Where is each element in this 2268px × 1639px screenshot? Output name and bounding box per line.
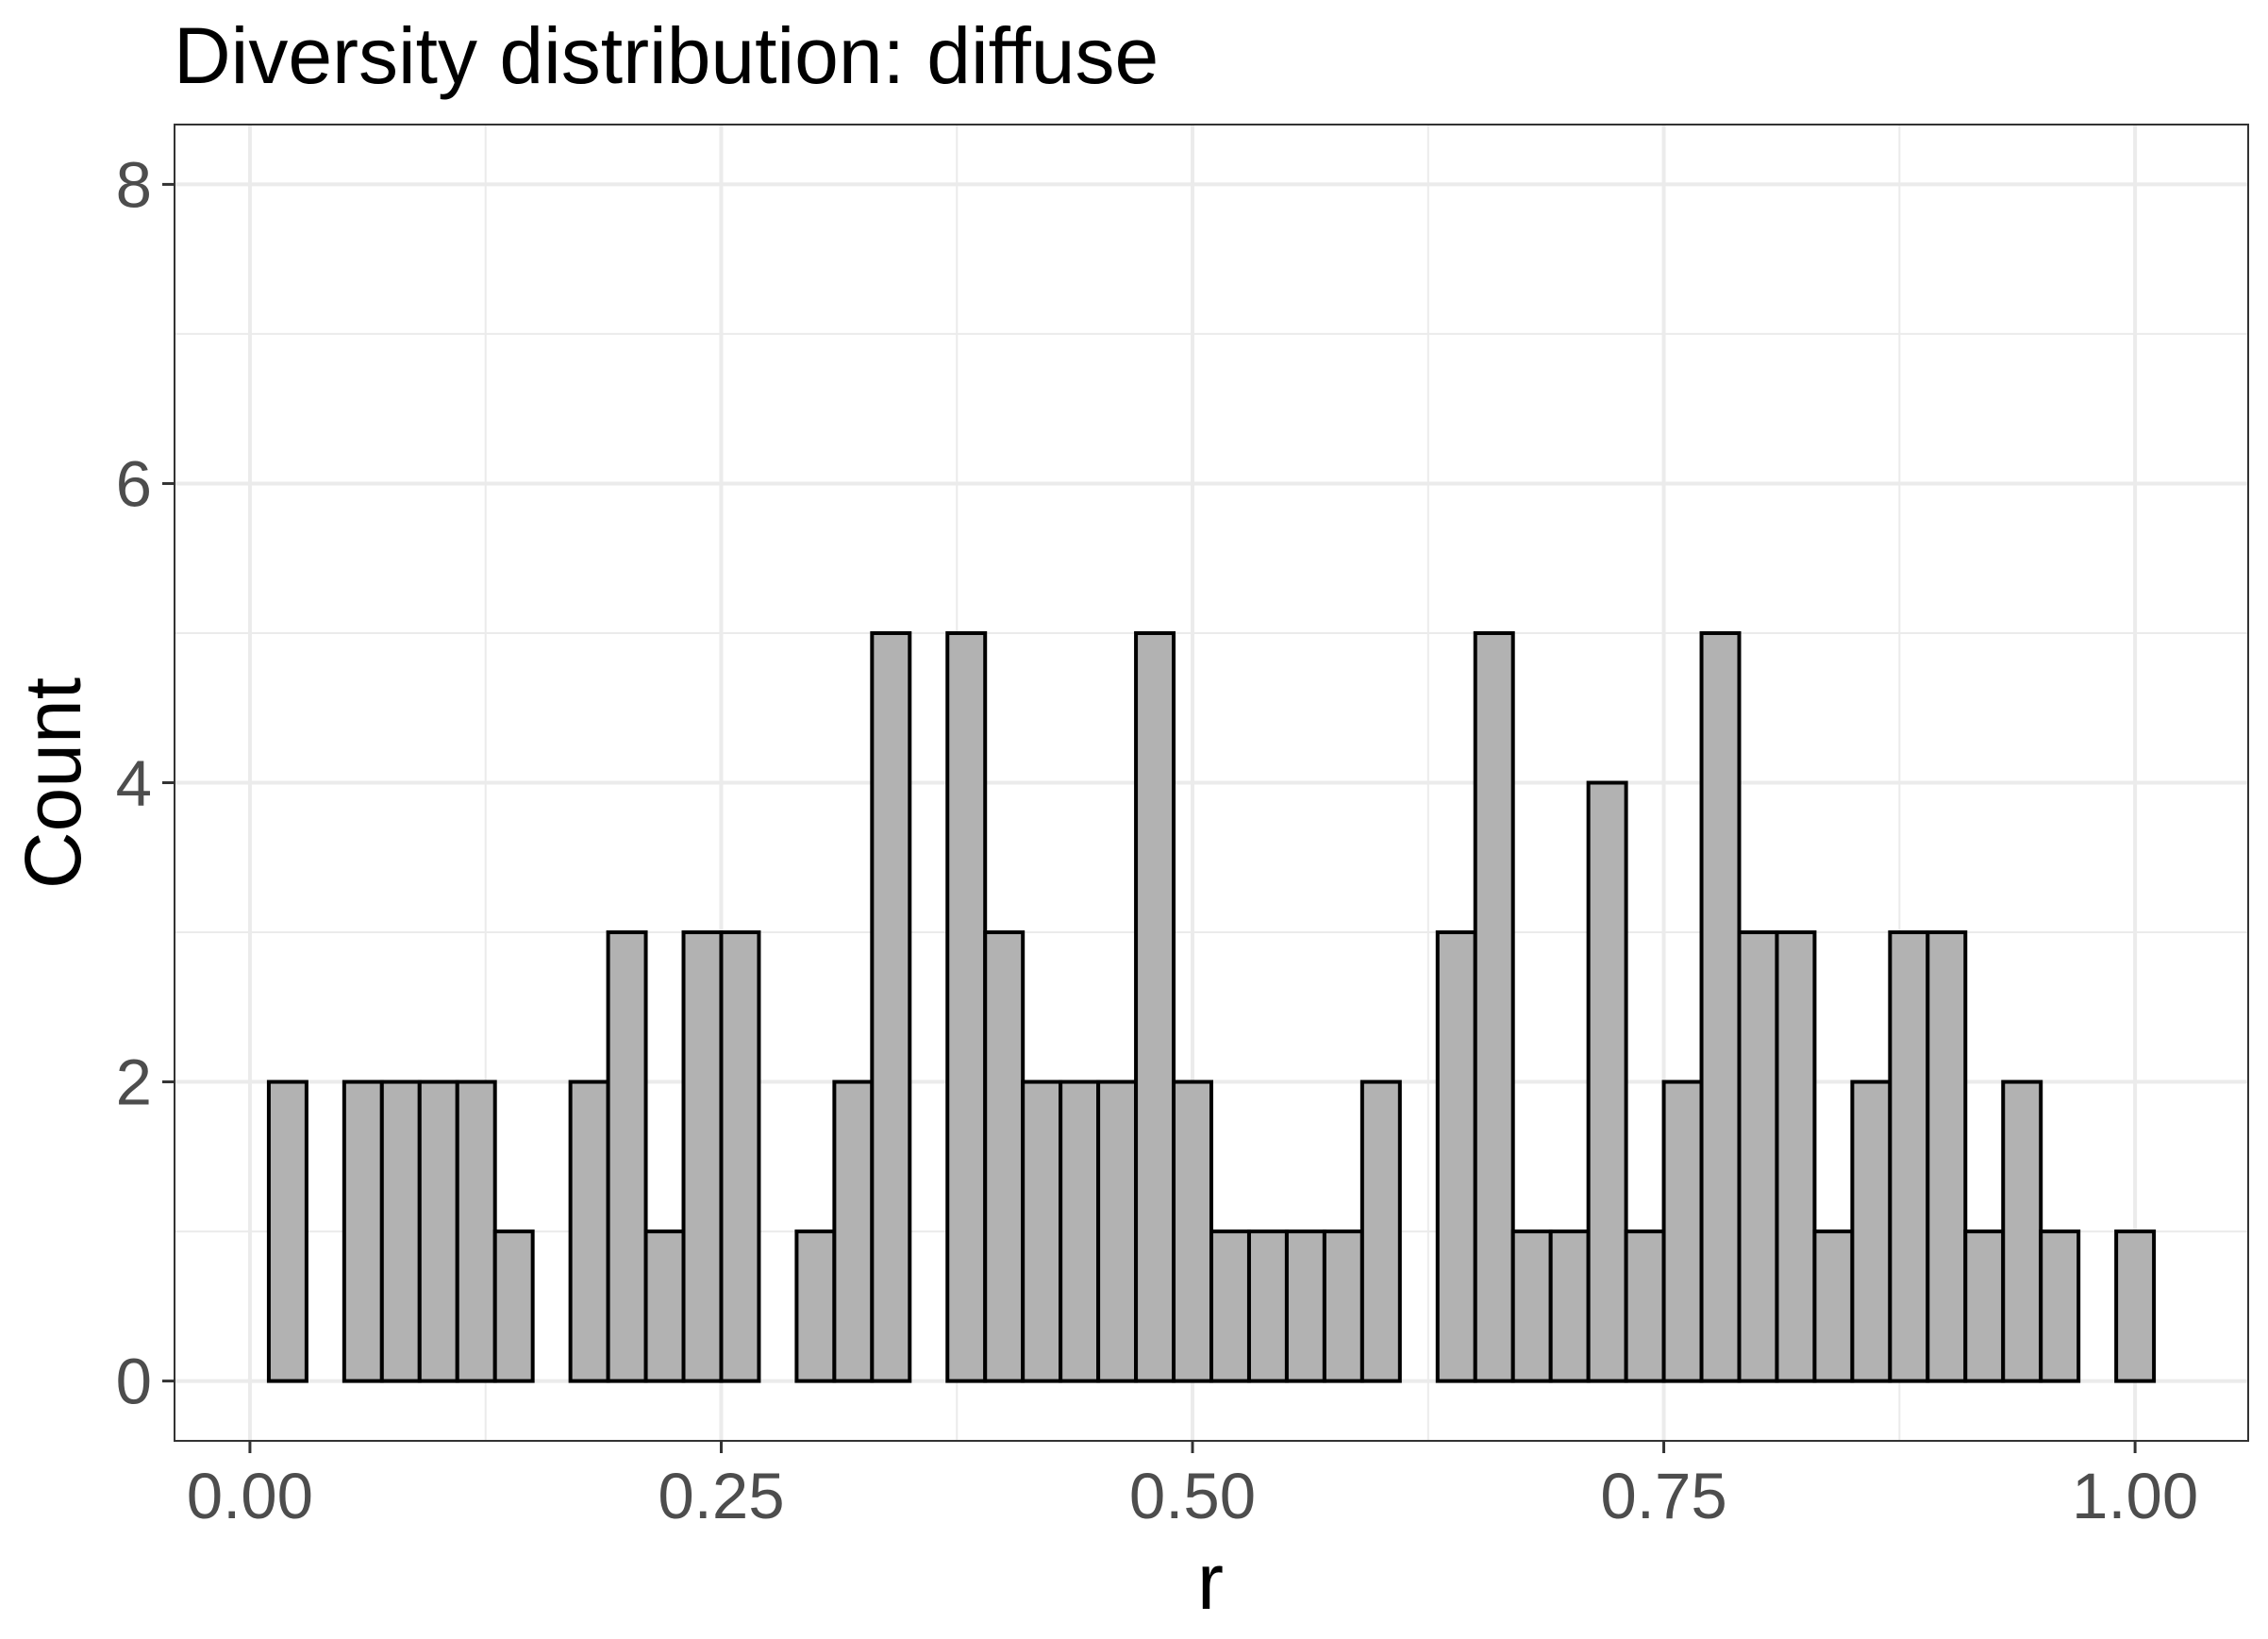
histogram-bar [643,1229,686,1383]
histogram-bar [606,930,648,1383]
histogram-bar [1435,930,1477,1383]
histogram-bar [342,1079,384,1383]
histogram-bar [1096,1079,1139,1383]
histogram-bar [492,1229,535,1383]
y-tick-label: 0 [116,1346,152,1418]
histogram-bar [832,1079,875,1383]
histogram-bar [1661,1079,1704,1383]
axes: 0.00 0.25 0.50 0.75 1.00 0 2 4 6 8 [116,148,2199,1532]
x-tick-label: 0.00 [187,1460,313,1532]
histogram-bar [1850,1079,1893,1383]
x-axis-title: r [1197,1537,1224,1626]
y-tick-label: 6 [116,447,152,520]
histogram-bar [681,930,724,1383]
histogram-bar [1926,930,1968,1383]
x-tick-label: 1.00 [2072,1460,2198,1532]
histogram-bar [1510,1229,1553,1383]
y-axis-title: Count [8,677,97,889]
histogram-bar [1737,930,1779,1383]
histogram-bar [379,1079,422,1383]
histogram-bar [568,1079,610,1383]
histogram-bar [1134,630,1176,1383]
x-tick-label: 0.25 [658,1460,784,1532]
histogram-bar [1775,930,1817,1383]
histogram-bar [719,930,761,1383]
histogram-bar [1473,630,1515,1383]
x-tick-label: 0.75 [1600,1460,1726,1532]
histogram-bar [945,630,988,1383]
histogram-bar [1888,930,1930,1383]
histogram-bar [1284,1229,1326,1383]
histogram-bar [266,1079,309,1383]
x-tick-label: 0.50 [1129,1460,1256,1532]
histogram-bar [983,930,1026,1383]
histogram-bar [2039,1229,2081,1383]
histogram-bar [2114,1229,2157,1383]
histogram-bar [1209,1229,1251,1383]
histogram-bar [1963,1229,2006,1383]
histogram-bar [1548,1229,1591,1383]
y-tick-label: 4 [116,747,152,820]
y-tick-label: 8 [116,148,152,221]
histogram-bar [1699,630,1742,1383]
histogram-bar [1359,1079,1402,1383]
histogram-bar [1059,1079,1101,1383]
histogram-bar [1624,1229,1666,1383]
chart-title: Diversity distribution: diffuse [174,11,1159,100]
histogram-bar [870,630,912,1383]
histogram-bar [1322,1229,1364,1383]
histogram-bar [1021,1079,1063,1383]
bars [266,630,2157,1383]
histogram-bar [455,1079,497,1383]
histogram-bar [1812,1229,1855,1383]
histogram-bar [2001,1079,2043,1383]
histogram-bar [1172,1079,1214,1383]
histogram-bar [417,1079,459,1383]
histogram-bar [794,1229,837,1383]
histogram-bar [1586,780,1628,1383]
histogram-bar [1246,1229,1289,1383]
y-tick-label: 2 [116,1046,152,1119]
